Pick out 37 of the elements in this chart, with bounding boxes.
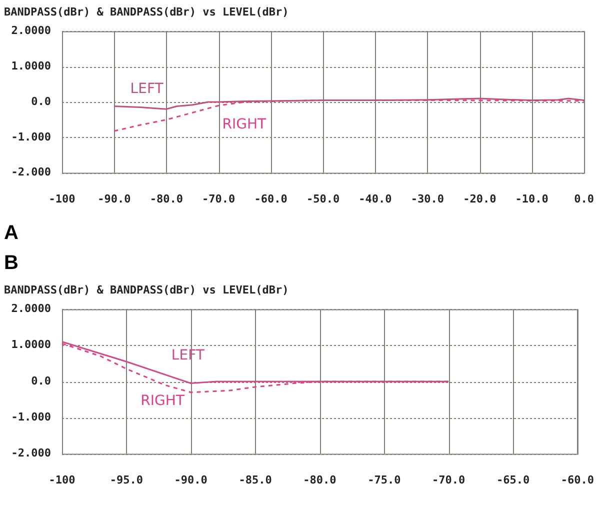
x-tick-label: -80.0 xyxy=(150,192,183,206)
y-tick-label: 2.0000 xyxy=(11,302,51,316)
y-tick-label: -2.000 xyxy=(11,166,51,179)
x-tick-label: -75.0 xyxy=(368,473,401,486)
y-tick-label: -1.000 xyxy=(11,130,51,144)
y-tick-label: 1.0000 xyxy=(11,59,51,72)
x-tick-label: -80.0 xyxy=(303,473,336,486)
series-label: LEFT xyxy=(130,80,164,97)
text: A xyxy=(3,221,20,246)
x-tick-label: -40.0 xyxy=(358,192,392,206)
x-tick-label: -60.0 xyxy=(560,473,594,486)
x-tick-label: -70.0 xyxy=(432,473,466,486)
x-tick-label: -65.0 xyxy=(496,473,530,486)
text: B xyxy=(3,251,20,276)
series-label: RIGHT xyxy=(140,392,185,409)
chart-title: BANDPASS(dBr) & BANDPASS(dBr) vs LEVEL(dBr) xyxy=(4,283,289,296)
x-tick-label: -85.0 xyxy=(238,473,272,486)
x-tick-label: -60.0 xyxy=(254,192,288,206)
y-tick-label: 0.0 xyxy=(31,94,51,108)
x-tick-label: -100 xyxy=(48,192,76,206)
x-tick-label: -10.0 xyxy=(515,192,548,206)
x-tick-label: -30.0 xyxy=(410,192,444,206)
x-tick-label: -95.0 xyxy=(110,473,143,486)
chart-title: BANDPASS(dBr) & BANDPASS(dBr) vs LEVEL(dBr) xyxy=(4,5,289,18)
y-tick-label: 0.0 xyxy=(31,374,51,388)
x-tick-label: -90.0 xyxy=(98,192,131,206)
x-tick-label: -70.0 xyxy=(202,192,236,206)
y-tick-label: -1.000 xyxy=(11,410,51,424)
x-tick-label: -50.0 xyxy=(306,192,340,206)
y-tick-label: -2.000 xyxy=(11,446,51,460)
x-tick-label: -90.0 xyxy=(174,473,208,486)
x-tick-label: 0.0 xyxy=(574,192,594,206)
x-tick-label: -100 xyxy=(48,473,76,486)
y-tick-label: 2.0000 xyxy=(11,24,51,38)
x-tick-label: -20.0 xyxy=(463,192,496,206)
y-tick-label: 1.0000 xyxy=(11,338,51,352)
series-label: RIGHT xyxy=(222,116,267,133)
